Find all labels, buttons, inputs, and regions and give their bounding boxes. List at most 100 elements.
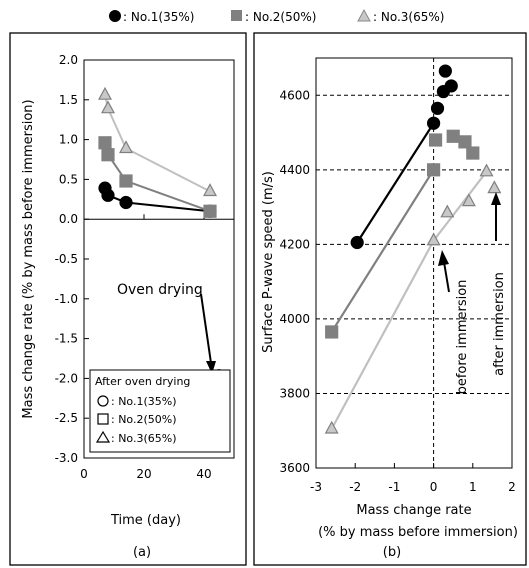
x-tick-label-a: 40 (196, 467, 211, 481)
panel-a: 2.01.51.00.50.0-0.5-1.0-1.5-2.0-2.5-3.0 … (21, 53, 235, 560)
x-tick-label-a: 20 (136, 467, 151, 481)
x-tick-label-b: 1 (469, 480, 477, 494)
data-point-b-circle (438, 64, 452, 78)
y-tick-label-a: 2.0 (59, 53, 78, 67)
y-tick-label-a: -1.5 (55, 332, 78, 346)
data-point-b-triangle (487, 180, 502, 194)
x-axis-label-b: Mass change rate (356, 503, 471, 518)
x-axis-label-b-units: (% by mass before immersion) (318, 525, 518, 540)
data-point-a-triangle (202, 183, 218, 197)
inset-legend-box (89, 369, 231, 453)
series-line-a-triangle (104, 94, 211, 193)
annotation-after-immersion: after immersion (492, 272, 507, 376)
series-lines-a (104, 94, 211, 213)
inset-legend-marker-no2 (97, 413, 109, 425)
x-tick-label-b: 0 (430, 480, 438, 494)
y-tick-label-a: -2.0 (55, 371, 78, 385)
data-point-b-square (466, 146, 480, 160)
x-ticks-b: -3 -2 -1 0 1 2 (310, 463, 516, 494)
x-tick-label-a: 0 (80, 467, 88, 481)
data-point-b-circle (444, 79, 458, 93)
after-immersion-arrowhead (491, 192, 501, 205)
y-tick-label-a: -0.5 (55, 252, 78, 266)
inset-legend-label-no3: : No.3(65%) (111, 432, 177, 445)
x-tick-label-b: -3 (310, 480, 322, 494)
legend-label-no2: : No.2(50%) (245, 10, 316, 24)
data-point-b-triangle (426, 232, 441, 246)
y-ticks-b: 4600 4400 4200 4000 3800 3600 (279, 88, 310, 475)
y-tick-label-b: 3600 (279, 461, 310, 475)
top-legend: : No.1(35%) : No.2(50%) : No.3(65%) (109, 8, 444, 24)
legend-marker-no2 (231, 10, 242, 21)
y-tick-label-a: 0.5 (59, 172, 78, 186)
inset-legend-marker-no1 (97, 395, 109, 407)
panel-label-a: (a) (133, 545, 151, 560)
inset-legend-label-no1: : No.1(35%) (111, 395, 177, 408)
panel-b: 4600 4400 4200 4000 3800 3600 -3 -2 -1 0 1 2 befor… (261, 57, 518, 560)
data-point-a-circle (101, 188, 115, 202)
data-point-b-circle (427, 116, 441, 130)
panel-label-b: (b) (383, 545, 401, 560)
y-tick-label-b: 4200 (279, 237, 310, 251)
y-tick-label-a: 0.0 (59, 212, 78, 226)
series-lines-b (330, 122, 488, 430)
data-point-a-triangle (100, 100, 116, 114)
data-point-b-square (325, 325, 339, 339)
data-point-a-square (101, 148, 115, 162)
oven-drying-arrowhead (206, 361, 216, 374)
plot-area-b (315, 57, 513, 469)
legend-marker-no3 (357, 8, 371, 22)
data-point-b-square (446, 129, 460, 143)
x-axis-label-a: Time (day) (110, 513, 181, 528)
before-immersion-arrow (443, 261, 450, 293)
y-tick-label-a: -1.0 (55, 292, 78, 306)
data-point-b-triangle (479, 163, 494, 177)
x-tick-label-b: 2 (508, 480, 516, 494)
data-point-b-triangle (324, 420, 339, 434)
legend-label-no3: : No.3(65%) (373, 10, 444, 24)
data-point-b-triangle (461, 193, 476, 207)
gridlines-b (316, 58, 512, 468)
before-immersion-arrowhead (438, 250, 449, 266)
y-tick-label-b: 4600 (279, 88, 310, 102)
y-tick-label-b: 4400 (279, 163, 310, 177)
data-point-a-triangle (97, 86, 113, 100)
y-tick-label-b: 4000 (279, 312, 310, 326)
y-ticks-a: 2.0 1.5 1.0 0.5 0.0 -0.5 -1.0 -1.5 -2.0 -2.5 -3.0 (55, 53, 234, 465)
y-tick-label-a: 1.5 (59, 93, 78, 107)
y-tick-label-a: -3.0 (55, 451, 78, 465)
data-point-b-square (427, 163, 441, 177)
trend-line-b-ext-triangle (432, 171, 488, 242)
data-point-a-triangle (118, 140, 134, 154)
y-tick-label-a: -2.5 (55, 411, 78, 425)
data-point-b-triangle (440, 204, 455, 218)
y-tick-label-a: 1.0 (59, 133, 78, 147)
data-point-b-square (428, 133, 443, 147)
data-point-a-square (203, 204, 217, 218)
inset-legend-title: After oven drying (95, 375, 190, 388)
trend-line-b-square (330, 169, 435, 333)
data-point-a-square (119, 174, 133, 188)
annotation-before-immersion: before immersion (455, 280, 470, 395)
trend-line-b-triangle (330, 240, 435, 430)
legend-label-no1: : No.1(35%) (123, 10, 194, 24)
series-markers-b (324, 64, 502, 434)
y-axis-label-b: Surface P-wave speed (m/s) (261, 171, 276, 353)
y-axis-label-a: Mass change rate (% by mass before immer… (21, 99, 36, 418)
data-point-a-square (98, 136, 112, 150)
inset-legend-label-no2: : No.2(50%) (111, 413, 177, 426)
oven-drying-arrow (200, 293, 212, 364)
data-point-b-circle (350, 235, 364, 250)
data-point-b-square (458, 135, 472, 149)
x-tick-label-b: -1 (388, 480, 400, 494)
data-point-a-circle (119, 195, 133, 210)
annotation-oven-drying: Oven drying (117, 282, 203, 298)
legend-marker-no1 (109, 10, 121, 22)
trend-line-b-circle (356, 122, 435, 244)
panel-b-frame (253, 32, 527, 566)
inset-legend-marker-no3 (95, 430, 111, 443)
y-tick-label-b: 3800 (279, 386, 310, 400)
data-point-b-circle (430, 101, 445, 115)
panel-a-frame (9, 32, 247, 566)
